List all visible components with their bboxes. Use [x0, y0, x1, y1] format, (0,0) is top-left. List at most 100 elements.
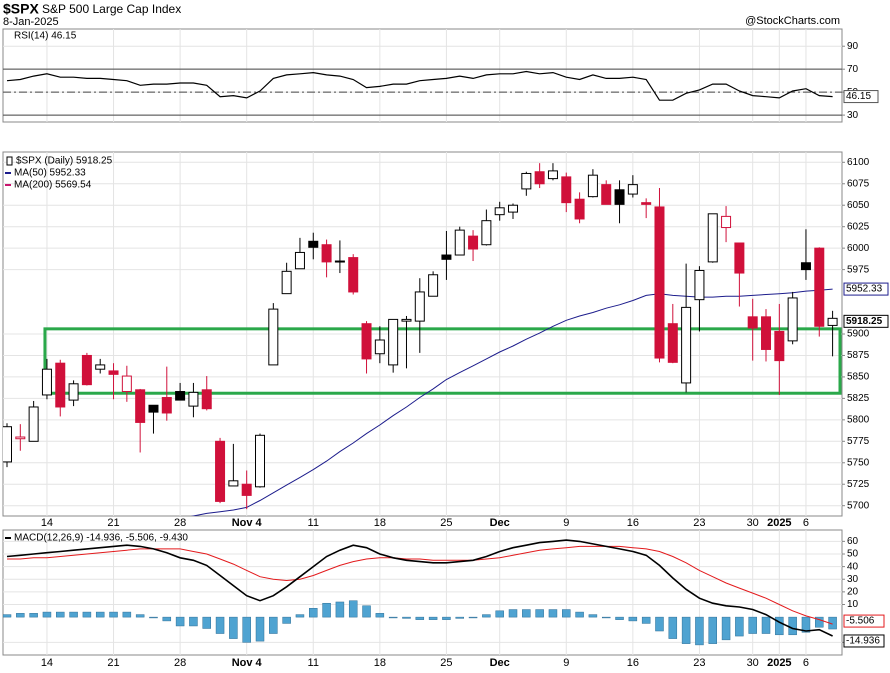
histogram-bar: [135, 614, 145, 618]
histogram-bar: [801, 616, 811, 633]
x-tick-label: 30: [747, 517, 759, 529]
panel-title: $SPX (Daily) 5918.25: [16, 156, 113, 167]
macd-line: [7, 545, 833, 625]
x-tick-label: 23: [693, 517, 705, 529]
candle-body: [761, 316, 772, 350]
candle-body: [787, 297, 798, 342]
chart-date: 8-Jan-2025: [3, 16, 59, 28]
ticker: $SPX: [3, 1, 39, 17]
y-tick-label: 40: [847, 561, 859, 572]
histogram-bar: [708, 616, 717, 644]
histogram-bar: [295, 614, 305, 618]
histogram-bar: [3, 614, 12, 618]
histogram-bar: [122, 611, 132, 618]
candle-body: [374, 339, 385, 355]
last-close-box: [843, 314, 889, 328]
histogram-bar: [761, 616, 771, 634]
histogram-bar: [735, 616, 744, 637]
histogram-bar: [322, 602, 331, 618]
histogram-bar: [455, 616, 464, 619]
last-value-box: [843, 90, 879, 104]
rsi-line: [6, 70, 833, 101]
x-tick-label: 6: [803, 657, 809, 669]
last-value-label: -14.936: [846, 636, 880, 647]
candle-body: [601, 184, 612, 205]
y-tick-label: 30: [847, 110, 859, 121]
x-tick-label: Dec: [490, 657, 510, 669]
y-tick-label: 5775: [847, 436, 870, 447]
histogram-bar: [149, 616, 158, 619]
histogram-bar: [69, 611, 78, 618]
histogram-bar: [628, 616, 638, 622]
candle-body: [361, 323, 372, 360]
y-tick-label: 30: [847, 574, 859, 585]
last-value-box: [843, 634, 885, 648]
x-tick-label: 18: [374, 657, 386, 669]
candle-body: [348, 257, 359, 293]
histogram-bar: [721, 616, 731, 641]
candle-body: [574, 198, 585, 220]
candle-body: [734, 242, 745, 274]
histogram-bar: [788, 616, 797, 636]
histogram-bar: [189, 616, 198, 627]
y-tick-label: 5900: [847, 329, 870, 340]
y-tick-label: 10: [847, 599, 859, 610]
histogram-bar: [269, 616, 278, 634]
x-tick-label: 18: [374, 517, 386, 529]
y-tick-label: 6025: [847, 221, 870, 232]
histogram-bar: [468, 616, 478, 619]
x-tick-label: 16: [627, 517, 639, 529]
candle-body: [508, 204, 519, 213]
x-tick-label: Dec: [490, 517, 510, 529]
candle-body: [694, 269, 705, 301]
histogram-bar: [282, 616, 291, 624]
x-tick-label: 9: [563, 517, 569, 529]
histogram-bar: [175, 616, 185, 627]
histogram-bar: [375, 613, 385, 618]
histogram-bar: [82, 611, 92, 618]
histogram-bar: [748, 616, 757, 634]
candle-body: [481, 220, 492, 246]
x-tick-label: 16: [627, 657, 639, 669]
candle-body: [827, 317, 838, 326]
instrument-name: S&P 500 Large Cap Index: [42, 2, 181, 16]
candle-body: [707, 213, 718, 263]
y-tick-label: 70: [847, 64, 859, 75]
candle-body: [334, 260, 345, 263]
histogram-bar: [16, 613, 25, 618]
candle-body: [188, 391, 199, 407]
candle-body: [95, 364, 106, 370]
histogram-bar: [309, 608, 318, 618]
histogram-bar: [695, 616, 704, 646]
candle-body: [321, 244, 332, 263]
x-tick-label: Nov 4: [232, 657, 263, 669]
histogram-bar: [588, 614, 598, 618]
panel-title: RSI(14) 46.15: [14, 31, 77, 42]
x-tick-label: 9: [563, 657, 569, 669]
x-tick-label: 28: [174, 657, 186, 669]
legend-icon: [6, 156, 13, 166]
candle-body: [441, 254, 452, 260]
candle-body: [308, 240, 319, 248]
candle-body: [215, 440, 226, 502]
histogram-bar: [215, 616, 225, 634]
histogram-bar: [388, 616, 398, 619]
y-tick-label: 5750: [847, 457, 870, 468]
histogram-bar: [428, 616, 438, 620]
candle-body: [667, 323, 678, 363]
x-tick-label: 11: [308, 517, 319, 529]
histogram-bar: [508, 609, 518, 618]
candle-body: [468, 235, 479, 250]
x-tick-label: 25: [440, 657, 452, 669]
y-tick-label: 60: [847, 536, 859, 547]
histogram-bar: [641, 616, 651, 624]
x-tick-label: 14: [41, 657, 53, 669]
candle-body: [388, 318, 399, 366]
x-tick-label: 11: [308, 657, 319, 669]
last-value-label: 46.15: [846, 91, 871, 102]
x-tick-label: 2025: [767, 657, 791, 669]
x-tick-label: 25: [440, 517, 452, 529]
histogram-bar: [242, 616, 251, 643]
y-tick-label: 5725: [847, 479, 870, 490]
last-value-box: [843, 282, 889, 296]
